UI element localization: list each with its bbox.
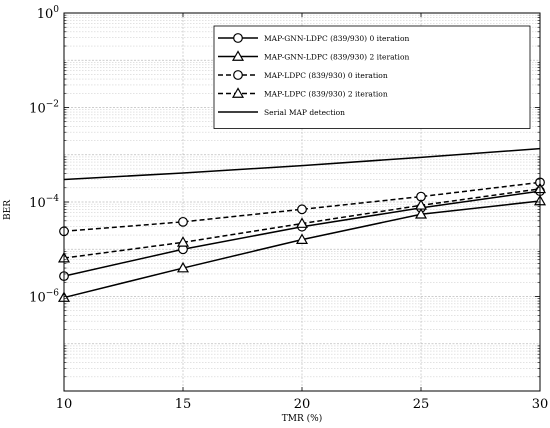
legend: MAP-GNN-LDPC (839/930) 0 iteration MAP-GN… bbox=[213, 25, 531, 129]
circle-marker bbox=[233, 70, 243, 80]
legend-label: MAP-LDPC (839/930) 2 iteration bbox=[264, 90, 388, 99]
legend-label: Serial MAP detection bbox=[264, 108, 345, 117]
legend-label: MAP-LDPC (839/930) 0 iteration bbox=[264, 71, 388, 80]
y-axis-ticks: 100 10−2 10−4 10−6 bbox=[29, 5, 540, 378]
y-tick-label: 10−4 bbox=[29, 194, 59, 211]
x-axis-label: TMR (%) bbox=[282, 413, 322, 424]
legend-label: MAP-GNN-LDPC (839/930) 2 iteration bbox=[264, 53, 409, 62]
x-tick-label: 10 bbox=[56, 397, 73, 412]
legend-entry: MAP-LDPC (839/930) 2 iteration bbox=[218, 87, 388, 99]
triangle-marker bbox=[414, 199, 428, 210]
circle-marker bbox=[233, 33, 243, 43]
y-axis-label: BER bbox=[3, 200, 13, 220]
legend-entry: Serial MAP detection bbox=[218, 108, 345, 117]
circle-marker bbox=[178, 216, 188, 227]
legend-entry: MAP-LDPC (839/930) 0 iteration bbox=[218, 70, 388, 80]
triangle-marker bbox=[231, 50, 245, 61]
legend-entry: MAP-GNN-LDPC (839/930) 0 iteration bbox=[218, 33, 409, 43]
x-tick-label: 15 bbox=[175, 397, 192, 412]
x-tick-label: 20 bbox=[294, 397, 311, 412]
y-tick-label: 10−2 bbox=[29, 100, 59, 117]
x-axis-ticks: 10 15 20 25 30 bbox=[56, 13, 549, 412]
triangle-marker bbox=[176, 236, 190, 247]
y-tick-label: 10−6 bbox=[29, 289, 59, 306]
series-5 bbox=[63, 147, 541, 181]
y-tick-label: 100 bbox=[37, 5, 60, 22]
circle-marker bbox=[297, 204, 307, 215]
x-tick-label: 25 bbox=[413, 397, 430, 412]
triangle-marker bbox=[295, 217, 309, 228]
triangle-marker bbox=[414, 208, 428, 219]
triangle-marker bbox=[176, 261, 190, 273]
series-line bbox=[63, 147, 541, 181]
legend-box bbox=[213, 25, 531, 129]
triangle-marker bbox=[231, 87, 245, 98]
x-tick-label: 30 bbox=[532, 397, 549, 412]
legend-entry: MAP-GNN-LDPC (839/930) 2 iteration bbox=[218, 50, 409, 62]
triangle-marker bbox=[295, 233, 309, 244]
legend-label: MAP-GNN-LDPC (839/930) 0 iteration bbox=[264, 34, 409, 43]
